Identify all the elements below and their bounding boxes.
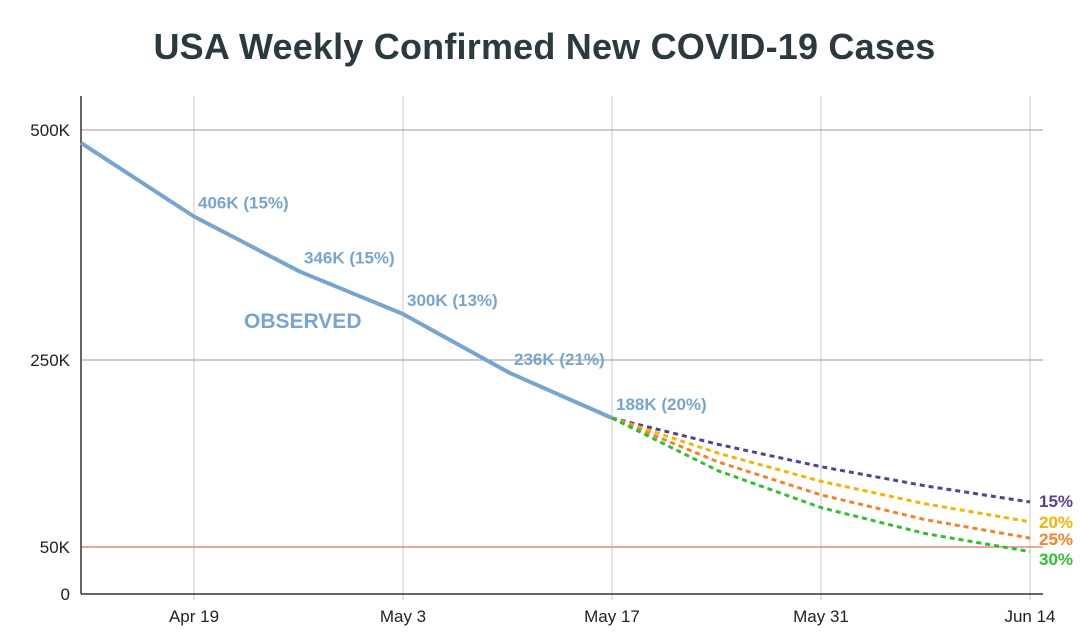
y-tick-label: 50K: [40, 538, 71, 557]
observed-series: [79, 141, 613, 420]
x-tick-label: May 31: [793, 607, 849, 626]
axes: [80, 96, 1043, 595]
x-tick-labels: Apr 19 May 3 May 17 May 31 Jun 14: [169, 607, 1056, 626]
projection-label-15pct: 15%: [1039, 492, 1073, 511]
data-label: 406K (15%): [198, 193, 289, 212]
y-tick-label: 250K: [30, 351, 70, 370]
observed-line: [79, 141, 613, 420]
data-label: 236K (21%): [514, 350, 605, 369]
y-tick-labels: 0 50K 250K 500K: [30, 121, 70, 604]
x-tick-label: May 3: [380, 607, 426, 626]
y-tick-label: 0: [61, 585, 70, 604]
data-label: 188K (20%): [616, 395, 707, 414]
data-labels: 406K (15%) 346K (15%) 300K (13%) 236K (21%)…: [198, 193, 707, 413]
x-tick-label: Jun 14: [1004, 607, 1055, 626]
projection-label-30pct: 30%: [1039, 550, 1073, 569]
projection-label-25pct: 25%: [1039, 530, 1073, 549]
projection-label-20pct: 20%: [1039, 513, 1073, 532]
projection-line-25pct: [611, 416, 1031, 540]
projection-line-20pct: [611, 416, 1031, 524]
projection-line-15pct: [611, 416, 1031, 504]
projection-series: [611, 416, 1031, 554]
x-tick-label: Apr 19: [169, 607, 219, 626]
data-label: 300K (13%): [407, 291, 498, 310]
projection-end-labels: 15% 20%25%30%: [1039, 492, 1073, 569]
chart-title: USA Weekly Confirmed New COVID-19 Cases: [153, 26, 936, 67]
y-tick-label: 500K: [30, 121, 70, 140]
observed-series-label: OBSERVED: [244, 310, 361, 333]
data-label: 346K (15%): [304, 249, 395, 268]
projection-line-30pct: [611, 416, 1031, 554]
x-tick-label: May 17: [584, 607, 640, 626]
grid-lines: [81, 96, 1043, 600]
